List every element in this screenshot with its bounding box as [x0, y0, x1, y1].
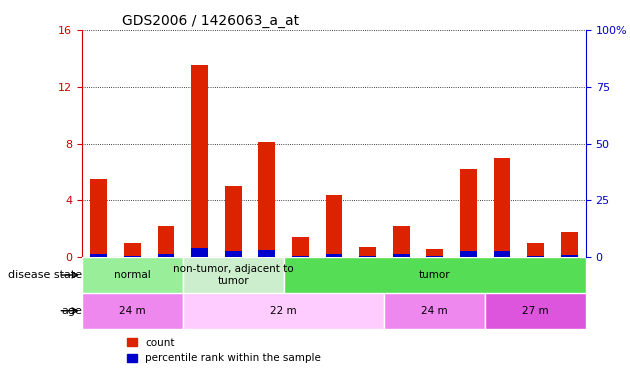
Bar	[158, 226, 175, 257]
Text: 22 m: 22 m	[270, 306, 297, 316]
Bar	[225, 252, 241, 257]
Bar	[460, 169, 477, 257]
Bar	[527, 256, 544, 257]
Text: 24 m: 24 m	[421, 306, 448, 316]
Bar	[124, 243, 140, 257]
Bar	[392, 254, 410, 257]
FancyBboxPatch shape	[384, 293, 485, 328]
Bar	[527, 243, 544, 257]
Bar	[326, 254, 342, 257]
Bar	[191, 66, 208, 257]
Bar	[292, 256, 309, 257]
Text: age: age	[61, 306, 82, 316]
Bar	[427, 256, 443, 257]
Text: normal: normal	[114, 270, 151, 280]
FancyBboxPatch shape	[82, 257, 183, 293]
Text: non-tumor, adjacent to
tumor: non-tumor, adjacent to tumor	[173, 264, 294, 286]
Bar	[392, 226, 410, 257]
Bar	[561, 255, 578, 257]
Bar	[258, 142, 275, 257]
Bar	[493, 158, 510, 257]
Bar	[90, 179, 107, 257]
Bar	[326, 195, 342, 257]
Bar	[225, 186, 241, 257]
Bar	[258, 250, 275, 257]
Text: 24 m: 24 m	[119, 306, 146, 316]
Bar	[460, 252, 477, 257]
Bar	[124, 256, 140, 257]
FancyBboxPatch shape	[183, 293, 384, 328]
Bar	[561, 232, 578, 257]
Bar	[158, 254, 175, 257]
Bar	[359, 247, 376, 257]
Text: tumor: tumor	[419, 270, 450, 280]
FancyBboxPatch shape	[485, 293, 586, 328]
Bar	[191, 248, 208, 257]
FancyBboxPatch shape	[284, 257, 586, 293]
Text: 27 m: 27 m	[522, 306, 549, 316]
Bar	[292, 237, 309, 257]
Bar	[90, 254, 107, 257]
Bar	[493, 252, 510, 257]
Text: GDS2006 / 1426063_a_at: GDS2006 / 1426063_a_at	[122, 13, 299, 28]
Bar	[359, 256, 376, 257]
Bar	[427, 249, 443, 257]
Legend: count, percentile rank within the sample: count, percentile rank within the sample	[122, 334, 325, 367]
Text: disease state: disease state	[8, 270, 82, 280]
FancyBboxPatch shape	[183, 257, 284, 293]
FancyBboxPatch shape	[82, 293, 183, 328]
